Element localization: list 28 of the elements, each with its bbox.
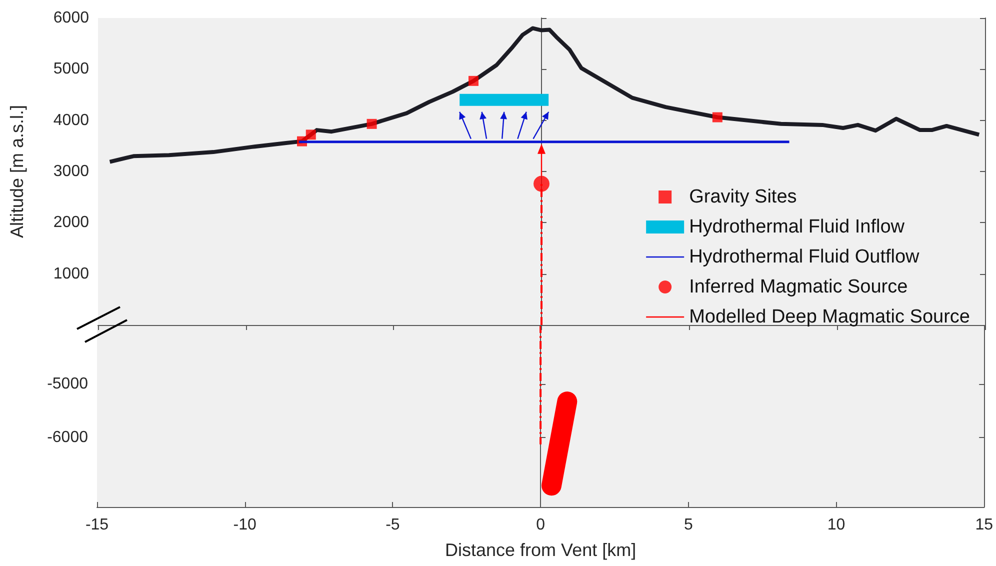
line-series	[108, 26, 982, 164]
point	[712, 112, 722, 122]
x-tick-label: 5	[684, 516, 693, 534]
point	[468, 76, 478, 86]
legend-label: Hydrothermal Fluid Outflow	[689, 246, 920, 268]
x-tick-label: -15	[85, 516, 109, 534]
x-axis-title: Distance from Vent [km]	[445, 540, 636, 560]
y-tick-label: 3000	[53, 163, 90, 180]
y-axis-title: Altitude [m a.s.l.]	[7, 104, 27, 238]
point	[306, 130, 316, 140]
y-tick-label: 6000	[53, 10, 90, 26]
legend-label: Modelled Deep Magmatic Source	[689, 306, 970, 328]
y-tick-label: 5000	[53, 60, 90, 78]
x-tick-label: 10	[827, 516, 846, 534]
y-tick-label: 1000	[53, 265, 90, 282]
y-tick-label: 2000	[53, 214, 90, 232]
point	[534, 176, 550, 192]
legend-label: Gravity Sites	[689, 186, 797, 208]
point	[366, 118, 377, 129]
x-tick-label: -10	[233, 516, 257, 534]
y-tick-label: 4000	[53, 112, 90, 129]
x-tick-label: -5	[386, 516, 400, 534]
y-tick-label: -5000	[47, 375, 88, 392]
legend-label: Inferred Magmatic Source	[689, 276, 908, 298]
x-tick-label: 15	[975, 516, 994, 534]
legend-label: Hydrothermal Fluid Inflow	[689, 216, 905, 238]
y-tick-label: -6000	[47, 428, 88, 446]
x-tick-label: 0	[536, 516, 546, 534]
